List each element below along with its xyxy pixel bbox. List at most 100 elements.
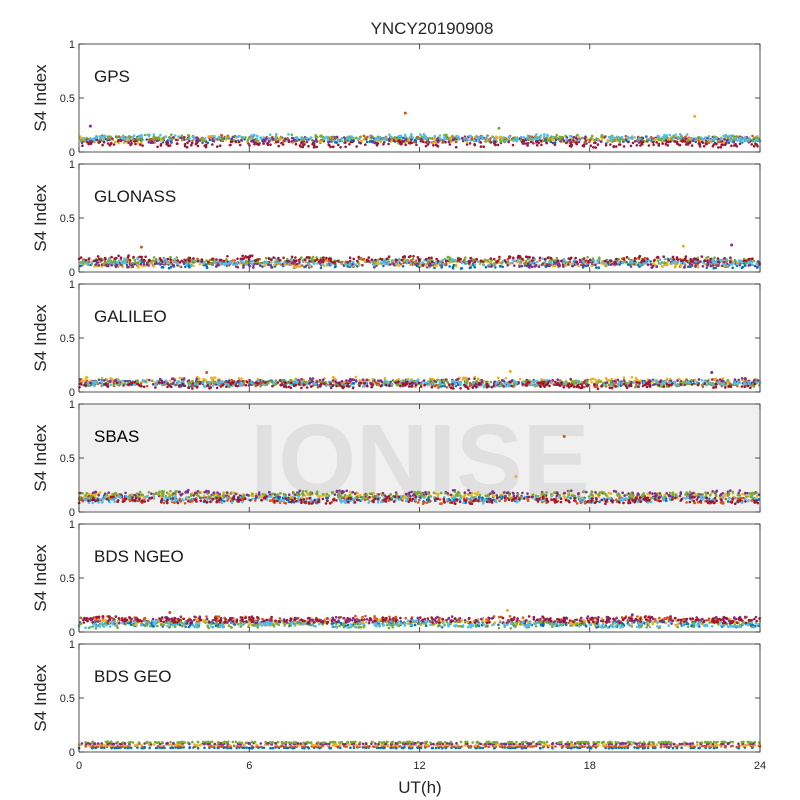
data-point	[604, 142, 608, 145]
data-point	[331, 145, 335, 149]
data-point	[314, 138, 318, 141]
data-point	[548, 384, 551, 388]
data-point	[750, 261, 753, 264]
data-point	[585, 380, 589, 384]
data-point	[430, 256, 433, 260]
data-point	[472, 381, 476, 385]
data-point	[703, 259, 707, 263]
data-point	[270, 261, 273, 264]
data-point	[172, 263, 175, 267]
data-point	[248, 255, 252, 259]
data-point	[484, 265, 488, 269]
data-point	[525, 136, 529, 140]
data-point	[599, 380, 603, 383]
data-point	[475, 258, 479, 261]
data-point	[152, 133, 156, 136]
data-point	[735, 139, 739, 142]
data-point	[702, 144, 706, 148]
data-point	[368, 134, 372, 138]
data-point	[308, 260, 312, 263]
data-point	[688, 262, 692, 266]
data-point	[340, 382, 344, 386]
data-point	[557, 262, 561, 265]
data-point	[574, 256, 577, 260]
data-point	[589, 378, 592, 381]
data-point	[145, 384, 149, 388]
data-point	[175, 138, 178, 142]
data-point	[276, 381, 280, 384]
data-point	[473, 263, 477, 266]
data-point	[208, 138, 212, 142]
data-point	[305, 264, 308, 268]
data-point	[530, 265, 534, 269]
data-point	[711, 144, 715, 148]
data-point	[190, 143, 193, 147]
data-point	[204, 137, 207, 140]
data-point	[382, 143, 385, 146]
data-point	[350, 135, 354, 138]
data-point	[737, 139, 741, 142]
data-point	[632, 381, 635, 385]
data-point	[508, 384, 511, 388]
data-point	[240, 138, 243, 142]
data-point	[683, 140, 686, 143]
data-point	[428, 136, 431, 140]
data-point	[253, 142, 256, 146]
data-point	[235, 263, 238, 266]
data-point	[582, 257, 586, 260]
data-point	[423, 383, 426, 387]
data-point	[144, 255, 147, 259]
data-point	[349, 377, 352, 381]
data-point	[444, 259, 448, 263]
data-point	[285, 259, 289, 263]
data-point	[545, 141, 548, 145]
data-point	[740, 266, 744, 270]
data-point	[145, 263, 149, 266]
data-point	[220, 134, 224, 137]
data-point	[476, 377, 480, 381]
data-point	[516, 260, 520, 264]
data-point	[121, 379, 125, 383]
data-point	[412, 140, 416, 144]
data-point	[277, 144, 281, 148]
data-point	[262, 142, 265, 145]
data-point	[387, 261, 390, 265]
data-point	[295, 259, 298, 263]
data-point	[458, 257, 462, 261]
data-point	[702, 261, 705, 265]
data-point	[625, 255, 629, 259]
data-point	[403, 133, 407, 137]
data-point	[272, 138, 275, 141]
data-point	[188, 137, 191, 140]
data-point	[438, 262, 441, 265]
outlier-point	[681, 244, 685, 248]
data-point	[338, 382, 341, 385]
data-point	[217, 136, 220, 140]
data-point	[91, 137, 95, 141]
data-point	[672, 136, 675, 140]
data-point	[172, 377, 175, 381]
data-point	[427, 256, 431, 260]
data-point	[453, 383, 457, 386]
data-point	[121, 134, 125, 138]
data-point	[674, 140, 677, 143]
data-point	[711, 260, 714, 263]
data-point	[720, 143, 723, 147]
data-point	[638, 255, 641, 259]
data-point	[287, 133, 290, 136]
data-point	[426, 143, 430, 146]
data-point	[110, 263, 113, 267]
data-point	[166, 257, 170, 261]
data-point	[506, 263, 510, 267]
data-point	[627, 140, 630, 144]
data-point	[515, 139, 519, 142]
data-point	[388, 384, 391, 388]
data-point	[129, 143, 132, 147]
data-point	[492, 264, 496, 267]
data-point	[582, 144, 586, 148]
data-point	[707, 135, 711, 138]
data-point	[473, 377, 476, 381]
data-point	[740, 377, 744, 380]
y-tick-label: 1	[69, 159, 75, 171]
